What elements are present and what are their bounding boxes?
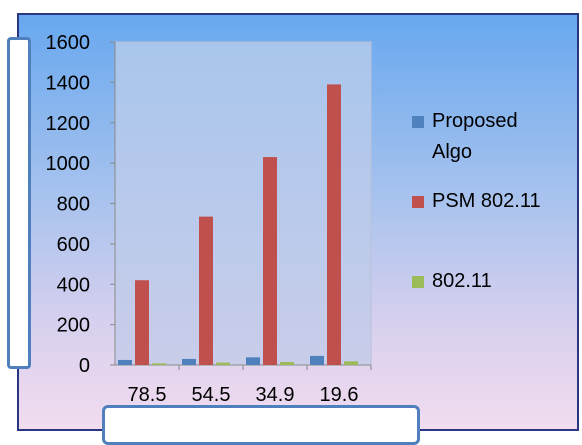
bar-proposed-algo xyxy=(118,359,132,365)
bar-802-11 xyxy=(344,361,358,365)
bar-chart: 0 200 400 600 800 1000 1200 1400 1600 78.5 54.5 34… xyxy=(46,32,541,406)
y-axis: 0 200 400 600 800 1000 1200 1400 1600 xyxy=(46,32,116,377)
y-tick-label: 0 xyxy=(79,355,90,377)
y-tick-label: 400 xyxy=(57,274,90,296)
y-tick-label: 1200 xyxy=(46,113,91,135)
bar-psm-802-11 xyxy=(263,157,277,365)
bar-802-11 xyxy=(280,361,294,365)
x-tick-label: 54.5 xyxy=(192,384,231,406)
bar-psm-802-11 xyxy=(135,280,149,365)
legend-label: Algo xyxy=(432,141,472,163)
y-tick-label: 1400 xyxy=(46,72,91,94)
bar-proposed-algo xyxy=(182,358,196,365)
bar-proposed-algo xyxy=(310,355,324,365)
bar-psm-802-11 xyxy=(327,84,341,366)
bar-802-11 xyxy=(152,363,166,365)
legend-label: 802.11 xyxy=(432,270,492,292)
bar-proposed-algo xyxy=(246,357,260,365)
y-tick-label: 200 xyxy=(57,315,90,337)
legend-label: PSM 802.11 xyxy=(432,190,541,212)
bars xyxy=(118,84,358,366)
bar-802-11 xyxy=(216,362,230,365)
y-tick-label: 800 xyxy=(57,194,90,216)
legend-label: Proposed xyxy=(432,110,518,132)
legend-swatch xyxy=(412,196,424,208)
y-tick-label: 1000 xyxy=(46,153,91,175)
legend-swatch xyxy=(412,116,424,128)
y-tick-label: 600 xyxy=(57,234,90,256)
x-axis: 78.5 54.5 34.9 19.6 xyxy=(115,364,372,406)
legend-swatch xyxy=(412,276,424,288)
x-tick-label: 34.9 xyxy=(256,384,295,406)
legend: Proposed Algo PSM 802.11 802.11 xyxy=(412,110,541,292)
bar-psm-802-11 xyxy=(199,216,213,365)
x-tick-label: 78.5 xyxy=(128,384,167,406)
x-axis-label-box xyxy=(102,405,420,445)
y-tick-label: 1600 xyxy=(46,32,91,54)
y-axis-label-box xyxy=(7,37,31,369)
x-tick-label: 19.6 xyxy=(320,384,359,406)
